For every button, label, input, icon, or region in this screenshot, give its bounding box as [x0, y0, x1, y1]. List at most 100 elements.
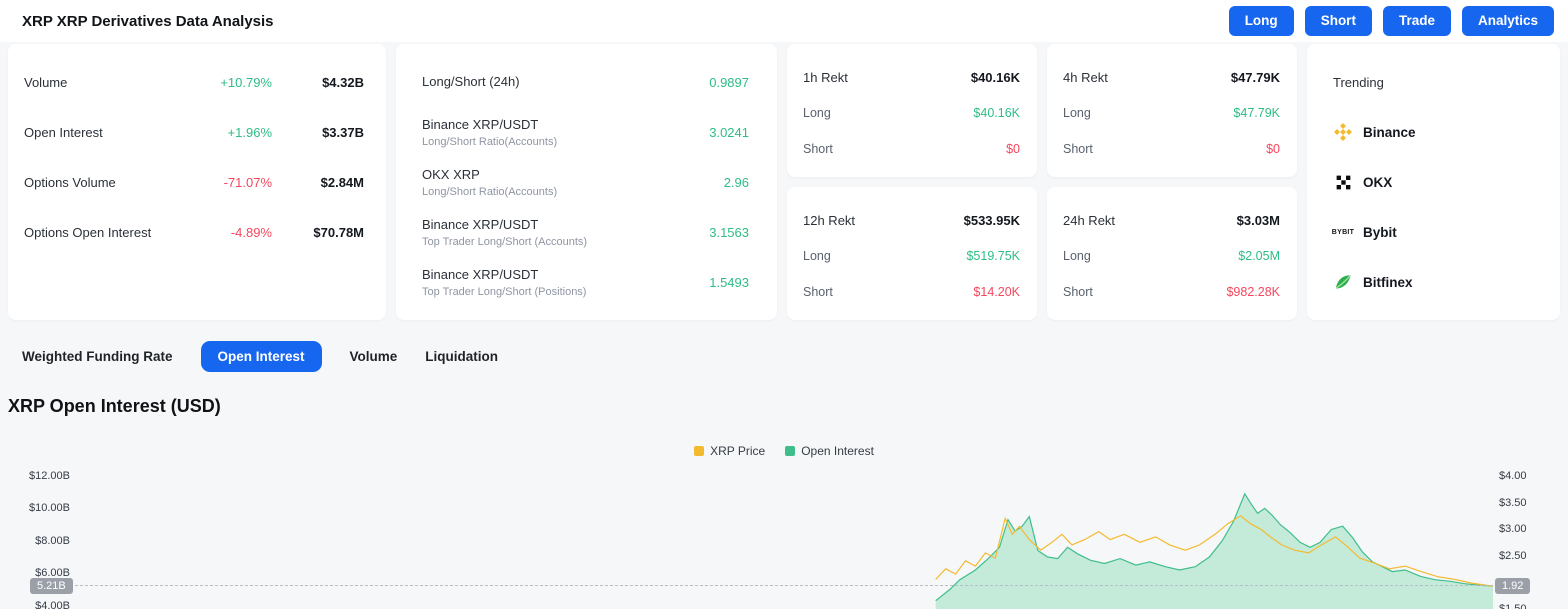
rekt-total: $3.03M [1236, 212, 1280, 228]
y-axis-tick-right: $3.50 [1499, 496, 1527, 509]
ratio-row: OKX XRP Long/Short Ratio(Accounts) 2.96 [422, 157, 749, 207]
ratio-label: Binance XRP/USDT [422, 116, 539, 132]
stat-row-options-open-interest: Options Open Interest -4.89% $70.78M [24, 207, 364, 257]
open-interest-swatch [785, 446, 796, 456]
stat-row-volume: Volume +10.79% $4.32B [24, 57, 364, 107]
long-short-ratio-card: Long/Short (24h) 0.9897 Binance XRP/USDT… [396, 44, 777, 320]
okx-icon [1333, 172, 1353, 192]
short-button[interactable]: Short [1304, 5, 1372, 37]
open-interest-chart[interactable]: $12.00B $10.00B $8.00B $6.00B $4.00B $4.… [0, 462, 1568, 609]
rekt-long-label: Long [1063, 249, 1091, 263]
chart-tabs: Weighted Funding Rate Open Interest Volu… [0, 340, 1568, 372]
exchange-name: Binance [1363, 124, 1416, 140]
rekt-long-label: Long [803, 106, 831, 120]
tab-volume[interactable]: Volume [349, 348, 398, 364]
stat-row-options-volume: Options Volume -71.07% $2.84M [24, 157, 364, 207]
rekt-title: 24h Rekt [1063, 212, 1116, 228]
tab-liquidation[interactable]: Liquidation [425, 348, 499, 364]
ratio-sublabel: Top Trader Long/Short (Accounts) [422, 235, 588, 248]
rekt-column-2: 4h Rekt $47.79K Long $47.79K Short $0 24… [1047, 44, 1297, 320]
exchange-name: Bybit [1363, 224, 1397, 240]
oi-price-plot[interactable] [0, 462, 1568, 609]
rekt-short-value: $0 [1266, 142, 1280, 156]
header-actions: Long Short Trade Analytics [1228, 5, 1554, 37]
y-axis-tick-left: $4.00B [35, 599, 70, 609]
trade-button[interactable]: Trade [1382, 5, 1451, 37]
ratio-row: Binance XRP/USDT Top Trader Long/Short (… [422, 257, 749, 307]
legend-label: XRP Price [710, 444, 766, 458]
y-axis-tick-left: $8.00B [35, 534, 70, 547]
summary-cards: Volume +10.79% $4.32B Open Interest +1.9… [8, 44, 1560, 320]
rekt-short-label: Short [803, 142, 833, 156]
legend-xrp-price[interactable]: XRP Price [694, 444, 765, 458]
trending-item-bybit[interactable]: BYBIT Bybit [1331, 207, 1540, 257]
ratio-sublabel: Top Trader Long/Short (Positions) [422, 285, 587, 298]
stat-change: +10.79% [220, 74, 272, 90]
rekt-short-value: $982.28K [1226, 285, 1280, 299]
stat-value: $2.84M [320, 174, 364, 190]
ratio-value: 2.96 [723, 174, 749, 190]
ratio-row: Long/Short (24h) 0.9897 [422, 57, 749, 107]
stat-label: Options Volume [24, 174, 116, 190]
long-button[interactable]: Long [1228, 5, 1294, 37]
xrp-price-swatch [694, 446, 705, 456]
stat-label: Open Interest [24, 124, 103, 140]
trending-item-binance[interactable]: Binance [1333, 107, 1540, 157]
top-bar: XRP XRP Derivatives Data Analysis Long S… [0, 0, 1568, 42]
stat-label: Volume [24, 74, 68, 90]
ratio-sublabel: Long/Short Ratio(Accounts) [422, 185, 558, 198]
rekt-card-4h: 4h Rekt $47.79K Long $47.79K Short $0 [1047, 44, 1297, 177]
y-axis-tick-left: $6.00B [35, 567, 70, 580]
trending-item-okx[interactable]: OKX [1333, 157, 1540, 207]
stat-change: -4.89% [230, 224, 272, 240]
trending-card: Trending Binance OK [1307, 44, 1560, 320]
rekt-long-value: $2.05M [1238, 249, 1280, 263]
rekt-long-value: $47.79K [1233, 106, 1280, 120]
chart-section-title: XRP Open Interest (USD) [8, 396, 221, 416]
ratio-label: Binance XRP/USDT [422, 266, 539, 282]
trending-title: Trending [1333, 74, 1384, 90]
page-title: XRP XRP Derivatives Data Analysis [22, 12, 274, 30]
ratio-value: 3.1563 [709, 224, 749, 240]
stat-value: $4.32B [322, 74, 364, 90]
current-price-badge: 1.92 [1495, 578, 1531, 594]
stat-row-open-interest: Open Interest +1.96% $3.37B [24, 107, 364, 157]
rekt-card-24h: 24h Rekt $3.03M Long $2.05M Short $982.2… [1047, 187, 1297, 320]
exchange-name: Bitfinex [1363, 274, 1413, 290]
stat-value: $70.78M [313, 224, 364, 240]
rekt-short-value: $14.20K [973, 285, 1020, 299]
legend-open-interest[interactable]: Open Interest [785, 444, 874, 458]
exchange-name: OKX [1363, 174, 1393, 190]
bitfinex-icon [1333, 272, 1353, 292]
current-value-line [75, 585, 1493, 586]
stat-value: $3.37B [322, 124, 364, 140]
tab-open-interest[interactable]: Open Interest [200, 340, 322, 372]
rekt-total: $47.79K [1230, 69, 1280, 85]
stat-change: -71.07% [223, 174, 272, 190]
chart-legend: XRP Price Open Interest [0, 444, 1568, 458]
trending-item-bitfinex[interactable]: Bitfinex [1333, 257, 1540, 307]
ratio-sublabel: Long/Short Ratio(Accounts) [422, 135, 558, 148]
ratio-value: 0.9897 [709, 74, 749, 90]
rekt-card-1h: 1h Rekt $40.16K Long $40.16K Short $0 [787, 44, 1037, 177]
binance-icon [1333, 122, 1353, 142]
bybit-icon: BYBIT [1331, 228, 1355, 236]
tab-weighted-funding-rate[interactable]: Weighted Funding Rate [22, 348, 173, 364]
ratio-label: OKX XRP [422, 166, 480, 182]
rekt-total: $40.16K [970, 69, 1020, 85]
rekt-short-label: Short [803, 285, 833, 299]
rekt-short-value: $0 [1006, 142, 1020, 156]
stat-label: Options Open Interest [24, 224, 152, 240]
current-oi-badge: 5.21B [30, 578, 73, 594]
legend-label: Open Interest [801, 444, 874, 458]
ratio-value: 3.0241 [709, 124, 749, 140]
rekt-long-value: $40.16K [973, 106, 1020, 120]
ratio-row: Binance XRP/USDT Top Trader Long/Short (… [422, 207, 749, 257]
rekt-short-label: Short [1063, 285, 1093, 299]
rekt-long-label: Long [803, 249, 831, 263]
y-axis-tick-right: $4.00 [1499, 470, 1527, 482]
rekt-title: 1h Rekt [803, 69, 848, 85]
rekt-column-1: 1h Rekt $40.16K Long $40.16K Short $0 12… [787, 44, 1037, 320]
analytics-button[interactable]: Analytics [1461, 5, 1554, 37]
market-stats-card: Volume +10.79% $4.32B Open Interest +1.9… [8, 44, 386, 320]
